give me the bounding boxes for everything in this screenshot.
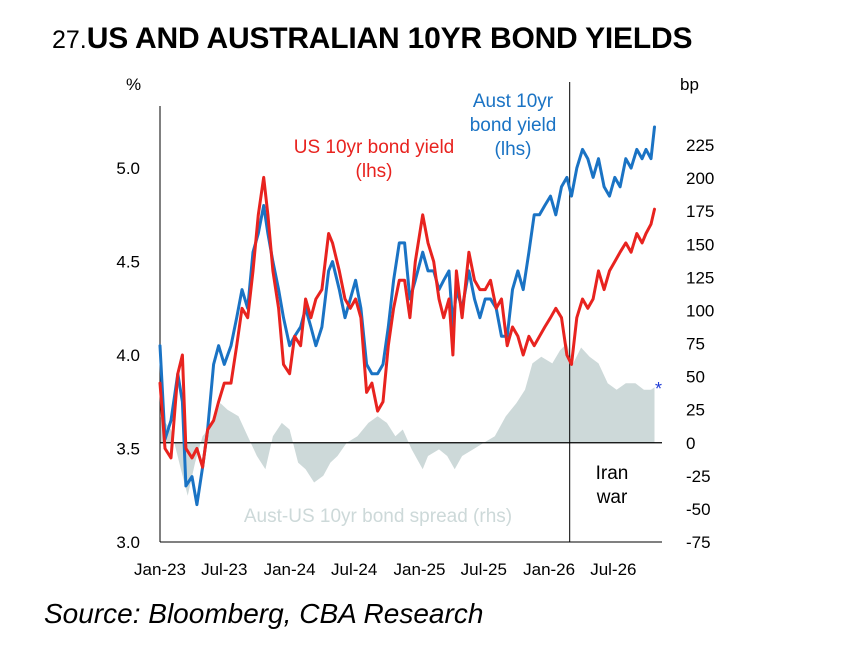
x-tick-label: Jul-23	[201, 560, 247, 579]
left-axis-unit: %	[126, 75, 141, 94]
right-tick-label: 175	[686, 202, 714, 221]
right-tick-label: 0	[686, 434, 695, 453]
x-tick-label: Jul-25	[461, 560, 507, 579]
x-tick-label: Jan-23	[134, 560, 186, 579]
source-note: Source: Bloomberg, CBA Research	[44, 598, 484, 629]
left-tick-label: 5.0	[116, 159, 140, 178]
right-tick-label: 100	[686, 301, 714, 320]
left-tick-label: 4.0	[116, 346, 140, 365]
chart-title-text: US AND AUSTRALIAN 10YR BOND YIELDS	[86, 22, 693, 55]
x-tick-label: Jul-26	[590, 560, 636, 579]
right-axis-unit: bp	[680, 75, 699, 94]
chart-number: 27.	[52, 26, 87, 54]
x-tick-label: Jan-25	[394, 560, 446, 579]
right-tick-label: 25	[686, 401, 705, 420]
us-series-label: US 10yr bond yield (lhs)	[294, 137, 455, 182]
right-tick-label: -25	[686, 467, 711, 486]
right-tick-label: -75	[686, 533, 711, 552]
spread-series-label: Aust-US 10yr bond spread (rhs)	[244, 506, 512, 527]
iran-war-label: Iran war	[596, 463, 629, 508]
right-tick-label: 225	[686, 136, 714, 155]
us-yield-line	[158, 175, 656, 469]
axes-layer: 3.0 3.5 4.0 4.5 5.0% -75 -50 -25 0 25 50 75 100 125 15…	[116, 75, 714, 579]
yield-lines-layer	[158, 125, 656, 507]
footnote-asterisk: *	[655, 379, 662, 399]
bond-yield-chart: 3.0 3.5 4.0 4.5 5.0% -75 -50 -25 0 25 50 75 100 125 15…	[116, 75, 714, 579]
right-tick-label: 200	[686, 169, 714, 188]
x-tick-label: Jan-26	[523, 560, 575, 579]
right-tick-label: 75	[686, 335, 705, 354]
aus-yield-line	[158, 125, 656, 507]
x-tick-label: Jan-24	[264, 560, 316, 579]
labels-layer: Aust 10yr bond yield (lhs) US 10yr bond yie…	[244, 91, 662, 527]
left-tick-label: 3.0	[116, 533, 140, 552]
right-tick-label: 125	[686, 268, 714, 287]
spread-area	[160, 343, 655, 496]
right-tick-label: 150	[686, 235, 714, 254]
right-tick-label: 50	[686, 368, 705, 387]
x-tick-label: Jul-24	[331, 560, 377, 579]
right-tick-label: -50	[686, 500, 711, 519]
left-tick-label: 4.5	[116, 253, 140, 272]
aus-series-label: Aust 10yr bond yield (lhs)	[470, 91, 557, 160]
left-tick-label: 3.5	[116, 440, 140, 459]
chart-title: 27.US AND AUSTRALIAN 10YR BOND YIELDS	[52, 22, 692, 56]
spread-area-layer	[160, 343, 655, 496]
